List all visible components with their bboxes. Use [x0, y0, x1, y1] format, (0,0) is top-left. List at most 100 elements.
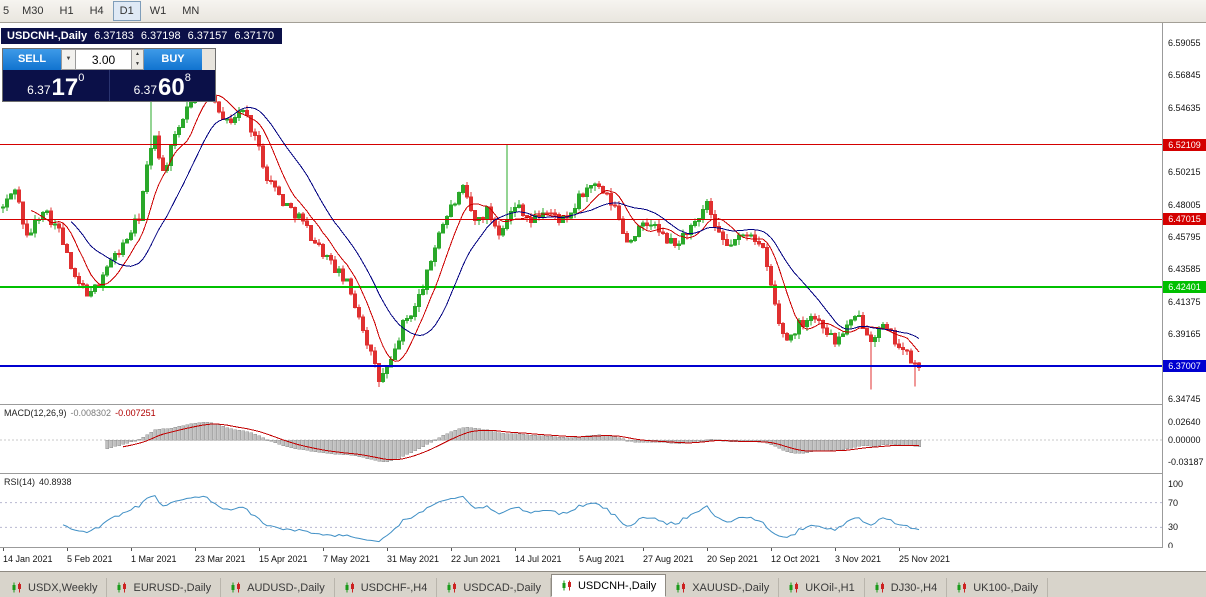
timeframe-button-5[interactable]: 5	[3, 5, 10, 17]
price-tick: 6.45795	[1168, 232, 1201, 242]
buy-price-big-digits: 60	[158, 74, 185, 101]
chart-tab-usdx-weekly[interactable]: USDX,Weekly	[2, 578, 108, 597]
mini-chart-icon	[675, 582, 687, 593]
timeframe-button-h4[interactable]: H4	[89, 5, 104, 17]
price-display-divider	[108, 70, 110, 101]
mini-chart-icon	[11, 582, 23, 593]
volume-increase-button[interactable]: ▲	[132, 50, 143, 60]
pane-separator[interactable]	[0, 404, 1206, 405]
date-label: 15 Apr 2021	[259, 554, 308, 564]
mini-chart-icon	[344, 582, 356, 593]
hline-price-tag: 6.52109	[1163, 139, 1206, 151]
date-label: 20 Sep 2021	[707, 554, 759, 564]
date-label: 27 Aug 2021	[643, 554, 694, 564]
chart-tab-label: XAUUSD-,Daily	[692, 581, 770, 594]
date-tick	[515, 548, 516, 551]
price-tick: 6.56845	[1168, 70, 1201, 80]
price-tick: 6.48005	[1168, 200, 1201, 210]
date-tick	[707, 548, 708, 551]
chevron-down-icon: ▼	[65, 56, 72, 62]
date-tick	[3, 548, 4, 551]
symbol-name: USDCNH-,Daily	[7, 30, 88, 42]
sell-button[interactable]: SELL	[3, 49, 61, 70]
buy-button[interactable]: BUY	[144, 49, 202, 70]
date-tick	[259, 548, 260, 551]
mini-chart-icon	[446, 582, 458, 593]
sell-price-big-digits: 17	[51, 74, 79, 101]
chart-tab-uk100-daily[interactable]: UK100-,Daily	[947, 578, 1049, 597]
chart-tab-label: EURUSD-,Daily	[133, 581, 212, 594]
pane-separator[interactable]	[0, 473, 1206, 474]
price-tick: 6.54635	[1168, 103, 1201, 113]
date-tick	[451, 548, 452, 551]
rsi-indicator-pane[interactable]	[0, 474, 1162, 547]
macd-indicator-pane[interactable]	[0, 405, 1162, 473]
buy-price-display[interactable]: 6.37 60 8	[110, 70, 216, 101]
date-label: 5 Feb 2021	[67, 554, 113, 564]
timeframe-button-h1[interactable]: H1	[59, 5, 74, 17]
macd-axis-tick: 0.02640	[1168, 417, 1201, 427]
date-label: 25 Nov 2021	[899, 554, 951, 564]
buy-price-prefix: 6.37	[133, 83, 158, 97]
chart-tab-dj30-h4[interactable]: DJ30-,H4	[865, 578, 948, 597]
volume-decrease-button[interactable]: ▼	[132, 59, 143, 69]
mini-chart-icon	[561, 580, 573, 591]
pane-separator	[0, 547, 1206, 548]
mini-chart-icon	[230, 582, 242, 593]
volume-dropdown-button[interactable]: ▼	[61, 49, 76, 70]
timeframe-button-mn[interactable]: MN	[182, 5, 200, 17]
date-label: 3 Nov 2021	[835, 554, 882, 564]
mini-chart-icon	[874, 582, 886, 593]
macd-name: MACD(12,26,9)	[4, 408, 67, 418]
timeframe-button-m30[interactable]: M30	[22, 5, 44, 17]
chart-tab-label: DJ30-,H4	[890, 581, 938, 594]
rsi-axis-tick: 70	[1168, 498, 1179, 508]
volume-input[interactable]	[76, 49, 132, 70]
macd-main-value: -0.008302	[70, 408, 112, 418]
chart-tab-eurusd-daily[interactable]: EURUSD-,Daily	[107, 578, 222, 597]
chart-tab-label: USDCNH-,Daily	[577, 579, 657, 592]
date-tick	[131, 548, 132, 551]
date-label: 23 Mar 2021	[195, 554, 246, 564]
rsi-name: RSI(14)	[4, 477, 36, 487]
chart-tab-usdchf-h4[interactable]: USDCHF-,H4	[335, 578, 438, 597]
quote-close: 6.37170	[234, 30, 275, 42]
chart-tab-label: UK100-,Daily	[973, 581, 1039, 594]
date-tick	[899, 548, 900, 551]
date-label: 5 Aug 2021	[579, 554, 625, 564]
date-label: 12 Oct 2021	[771, 554, 821, 564]
chart-tab-usdcnh-daily[interactable]: USDCNH-,Daily	[550, 574, 667, 597]
time-axis: 14 Jan 2021 5 Feb 2021 1 Mar 2021 23 Mar 20…	[0, 548, 1206, 571]
sell-price-pip-digit: 0	[78, 72, 85, 84]
quote-open: 6.37183	[94, 30, 134, 42]
hline-price-tag: 6.47015	[1163, 213, 1206, 225]
date-tick	[643, 548, 644, 551]
date-tick	[67, 548, 68, 551]
timeframe-button-d1[interactable]: D1	[112, 1, 141, 21]
timeframe-button-w1[interactable]: W1	[149, 5, 167, 17]
date-label: 31 May 2021	[387, 554, 440, 564]
chart-tab-label: AUDUSD-,Daily	[247, 581, 325, 594]
mini-chart-icon	[116, 582, 128, 593]
rsi-value: 40.8938	[39, 477, 72, 487]
hline-price-tag: 6.42401	[1163, 281, 1206, 293]
date-tick	[835, 548, 836, 551]
sell-price-display[interactable]: 6.37 17 0	[3, 70, 109, 101]
chart-tab-usdcad-daily[interactable]: USDCAD-,Daily	[437, 578, 551, 597]
date-tick	[387, 548, 388, 551]
chart-tab-label: USDCAD-,Daily	[463, 581, 541, 594]
chart-tab-ukoil-h1[interactable]: UKOil-,H1	[779, 578, 865, 597]
quote-display: 6.37 17 0 6.37 60 8	[3, 70, 215, 101]
macd-axis-tick: 0.00000	[1168, 435, 1201, 445]
price-tick: 6.39165	[1168, 329, 1201, 339]
chart-tab-xauusd-daily[interactable]: XAUUSD-,Daily	[666, 578, 780, 597]
one-click-trading-panel: SELL ▼ ▲ ▼ BUY 6.37 17 0 6.37 60 8	[2, 48, 216, 102]
price-tick: 6.50215	[1168, 167, 1201, 177]
quote-high: 6.37198	[140, 30, 181, 42]
rsi-axis-tick: 30	[1168, 522, 1179, 532]
chart-tab-audusd-daily[interactable]: AUDUSD-,Daily	[221, 578, 335, 597]
mini-chart-icon	[788, 582, 800, 593]
chart-title-bar: USDCNH-,Daily 6.37183 6.37198 6.37157 6.…	[1, 28, 283, 44]
date-tick	[771, 548, 772, 551]
date-tick	[323, 548, 324, 551]
